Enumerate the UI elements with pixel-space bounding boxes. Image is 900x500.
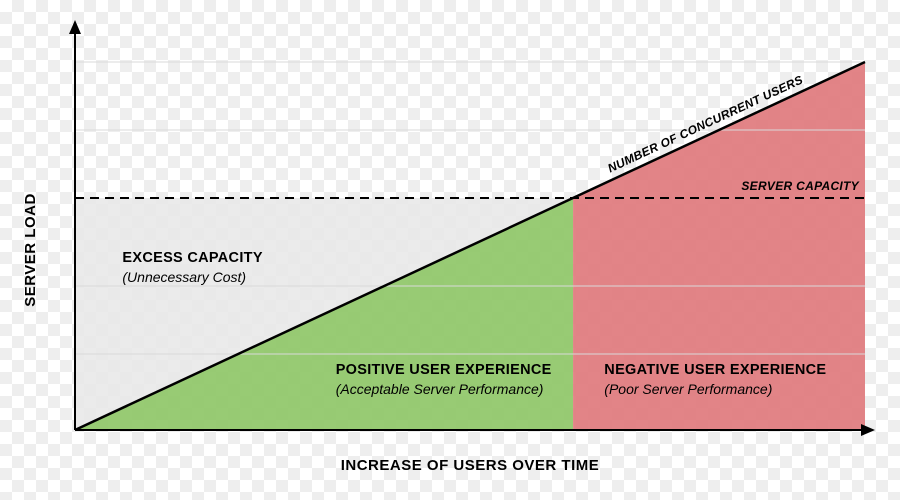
excess-subtitle: (Unnecessary Cost) [122, 269, 246, 285]
y-axis-label: SERVER LOAD [22, 193, 39, 307]
excess-title: EXCESS CAPACITY [122, 250, 262, 266]
negative-subtitle: (Poor Server Performance) [604, 381, 772, 397]
x-axis-label: INCREASE OF USERS OVER TIME [341, 457, 600, 474]
positive-subtitle: (Acceptable Server Performance) [336, 381, 544, 397]
positive-title: POSITIVE USER EXPERIENCE [336, 362, 552, 378]
x-axis-arrow [861, 424, 875, 436]
server-load-chart: SERVER CAPACITYNUMBER OF CONCURRENT USER… [0, 0, 900, 500]
negative-title: NEGATIVE USER EXPERIENCE [604, 362, 826, 378]
y-axis-arrow [69, 20, 81, 34]
server-capacity-label: SERVER CAPACITY [741, 179, 859, 193]
